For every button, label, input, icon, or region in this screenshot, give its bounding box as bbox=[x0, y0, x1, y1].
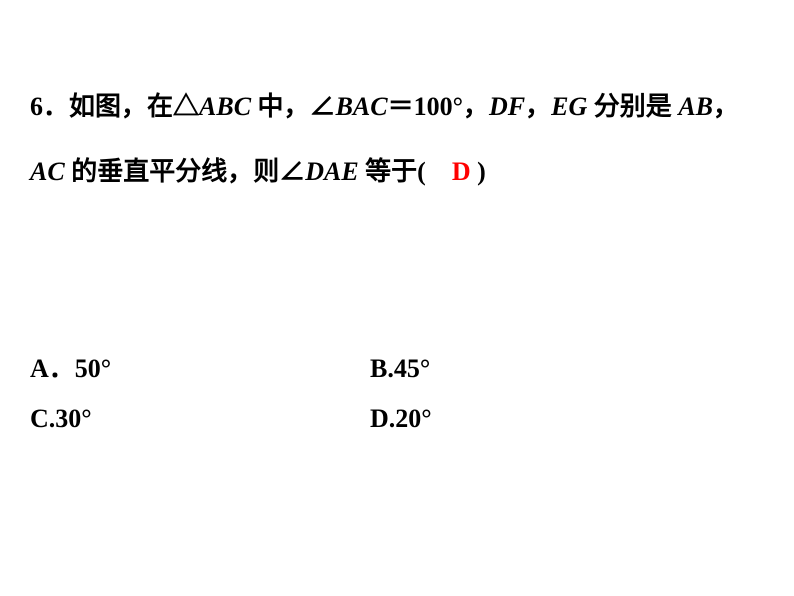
question-container: 6．如图，在△ABC 中，∠BAC＝100°，DF，EG 分别是 AB， AC … bbox=[0, 0, 794, 473]
segment-ac: AC bbox=[30, 157, 65, 186]
question-number: 6 bbox=[30, 92, 43, 121]
option-d: D.20° bbox=[370, 394, 764, 443]
option-d-label: D. bbox=[370, 404, 395, 433]
option-b-value: 45° bbox=[394, 354, 430, 383]
angle-dae: DAE bbox=[305, 157, 358, 186]
segment-ab: AB bbox=[678, 92, 713, 121]
segment-df: DF bbox=[489, 92, 525, 121]
option-a-value: 50° bbox=[75, 354, 111, 383]
question-text-part2: 中，∠ bbox=[251, 92, 336, 121]
question-text-line2: AC 的垂直平分线，则∠DAE 等于( D ) bbox=[30, 145, 764, 200]
option-c: C.30° bbox=[30, 394, 370, 443]
option-a-label: A bbox=[30, 354, 49, 383]
option-b-label: B. bbox=[370, 354, 394, 383]
options-row-1: A．50° B.45° bbox=[30, 344, 764, 393]
triangle-abc: ABC bbox=[199, 92, 251, 121]
question-text-line1: 6．如图，在△ABC 中，∠BAC＝100°，DF，EG 分别是 AB， bbox=[30, 80, 764, 135]
option-b: B.45° bbox=[370, 344, 764, 393]
option-a: A．50° bbox=[30, 344, 370, 393]
question-text-part5: ， bbox=[525, 92, 551, 121]
question-line2-part3: ) bbox=[471, 157, 486, 186]
question-text-part4: ， bbox=[463, 92, 489, 121]
options-container: A．50° B.45° C.30° D.20° bbox=[30, 344, 764, 443]
question-text-part1: ．如图，在△ bbox=[43, 92, 199, 121]
option-d-value: 20° bbox=[395, 404, 431, 433]
segment-eg: EG bbox=[551, 92, 587, 121]
question-text-part6: 分别是 bbox=[587, 92, 678, 121]
option-c-value: 30° bbox=[55, 404, 91, 433]
question-line2-part2: 等于( bbox=[359, 157, 452, 186]
question-line2-part1: 的垂直平分线，则∠ bbox=[65, 157, 306, 186]
option-a-sep: ． bbox=[49, 354, 75, 383]
question-text-part7: ， bbox=[713, 92, 739, 121]
option-c-label: C. bbox=[30, 404, 55, 433]
options-row-2: C.30° D.20° bbox=[30, 394, 764, 443]
correct-answer: D bbox=[452, 157, 471, 186]
question-text-part3: ＝ bbox=[388, 92, 414, 121]
angle-value: 100° bbox=[414, 92, 463, 121]
angle-bac: BAC bbox=[336, 92, 388, 121]
